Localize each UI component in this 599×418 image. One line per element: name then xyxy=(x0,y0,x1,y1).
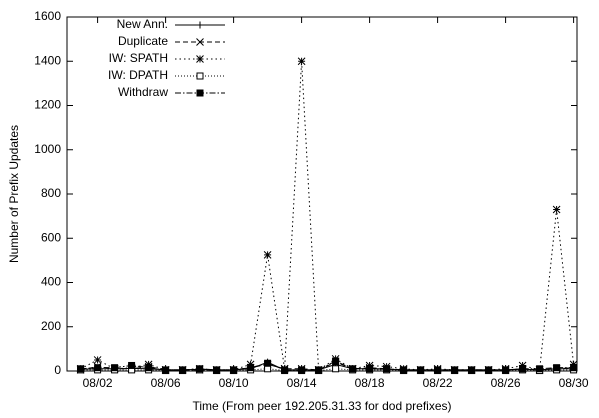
x-tick-label: 08/18 xyxy=(355,376,385,390)
series-line xyxy=(80,61,575,371)
data-point xyxy=(315,366,323,374)
data-point xyxy=(332,357,340,365)
legend-label: IW: SPATH xyxy=(109,51,168,65)
legend-label: Duplicate xyxy=(118,34,168,48)
x-tick-label: 08/22 xyxy=(423,376,453,390)
data-point xyxy=(383,365,391,373)
data-point xyxy=(179,366,187,374)
data-point xyxy=(485,366,493,374)
data-point xyxy=(145,364,153,372)
data-point xyxy=(536,365,544,373)
legend-label: IW: DPATH xyxy=(108,68,168,82)
data-point xyxy=(332,365,340,373)
legend-marker xyxy=(196,72,204,80)
x-tick-label: 08/14 xyxy=(287,376,317,390)
data-point xyxy=(468,366,476,374)
data-point xyxy=(519,365,527,373)
y-tick-label: 0 xyxy=(54,363,61,377)
data-point xyxy=(213,366,221,374)
data-point xyxy=(434,366,442,374)
y-tick-label: 400 xyxy=(41,275,61,289)
series-line xyxy=(80,360,574,371)
y-tick-label: 1000 xyxy=(34,142,61,156)
x-tick-label: 08/06 xyxy=(151,376,181,390)
y-tick-label: 1400 xyxy=(34,53,61,67)
data-point xyxy=(297,57,306,66)
data-point xyxy=(366,365,374,373)
data-point xyxy=(94,364,102,372)
data-point xyxy=(400,366,408,374)
data-point xyxy=(128,361,136,369)
data-point xyxy=(553,364,561,372)
legend-label: New Ann. xyxy=(117,17,168,31)
y-tick-label: 800 xyxy=(41,186,61,200)
x-tick-label: 08/02 xyxy=(83,376,113,390)
y-axis-label: Number of Prefix Updates xyxy=(7,125,21,263)
data-point xyxy=(502,366,510,374)
data-point xyxy=(196,365,204,373)
data-point xyxy=(264,359,272,367)
data-point xyxy=(298,366,306,374)
data-point xyxy=(281,366,289,374)
legend-marker xyxy=(196,89,204,97)
data-point xyxy=(77,365,85,373)
y-tick-label: 1600 xyxy=(34,9,61,23)
data-point xyxy=(93,356,102,364)
y-tick-label: 1200 xyxy=(34,98,61,112)
data-point xyxy=(552,205,561,214)
data-point xyxy=(247,364,255,372)
legend-marker xyxy=(196,38,204,46)
y-tick-label: 600 xyxy=(41,230,61,244)
data-point xyxy=(570,364,578,372)
x-tick-label: 08/26 xyxy=(491,376,521,390)
data-point xyxy=(349,365,357,373)
legend-marker xyxy=(196,55,204,63)
x-axis-label: Time (From peer 192.205.31.33 for dod pr… xyxy=(192,399,451,413)
x-tick-label: 08/10 xyxy=(219,376,249,390)
x-tick-label: 08/30 xyxy=(559,376,589,390)
legend-label: Withdraw xyxy=(118,85,168,99)
data-point xyxy=(111,364,119,372)
data-point xyxy=(417,366,425,374)
data-point xyxy=(230,366,238,374)
legend-marker xyxy=(196,21,204,29)
data-point xyxy=(263,250,272,259)
data-point xyxy=(162,366,170,374)
y-tick-label: 200 xyxy=(41,319,61,333)
data-point xyxy=(451,366,459,374)
